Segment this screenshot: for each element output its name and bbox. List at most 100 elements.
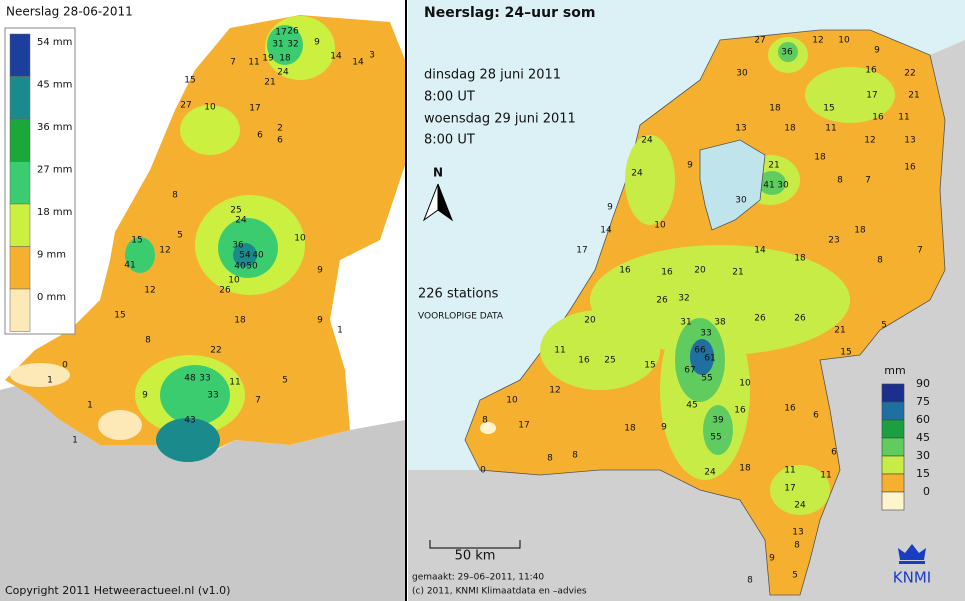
station-value: 24: [631, 169, 643, 179]
legend-label: 90: [916, 377, 930, 390]
station-value: 26: [219, 286, 231, 296]
station-value: 17: [249, 104, 260, 114]
station-value: 22: [210, 346, 221, 356]
station-value: 17: [275, 28, 286, 38]
station-value: 25: [604, 356, 615, 366]
station-value: 8: [547, 454, 553, 464]
grey-land: [0, 380, 405, 601]
station-value: 31: [680, 318, 691, 328]
rain-area: [267, 25, 303, 65]
station-value: 24: [704, 468, 716, 478]
legend-swatch: [9, 76, 31, 120]
legend-swatch: [881, 419, 905, 439]
crown: [898, 544, 926, 560]
rain-area: [703, 405, 733, 455]
station-value: 54: [239, 251, 251, 261]
legend-label: 36 mm: [37, 122, 72, 133]
station-value: 18: [624, 424, 636, 434]
legend-swatch: [9, 203, 31, 247]
station-value: 11: [229, 378, 240, 388]
rain-area: [233, 243, 257, 267]
station-value: 11: [248, 58, 259, 68]
made-date: gemaakt: 29–06–2011, 11:40: [412, 573, 544, 583]
station-value: 10: [294, 234, 306, 244]
crown-base: [899, 561, 925, 564]
legend: 90 75 60 45 30 15 0: [881, 377, 930, 511]
legend-swatch: [881, 383, 905, 403]
right-map: Neerslag: 24–uur som dinsdag 28 juni 201…: [408, 0, 965, 601]
station-value: 1: [87, 401, 93, 411]
legend: 54 mm 45 mm 36 mm 27 mm 18 mm 9 mm 0 mm: [9, 33, 72, 332]
station-value: 16: [578, 356, 590, 366]
station-value: 50: [246, 262, 258, 272]
legend-label: 18 mm: [37, 207, 72, 218]
north-arrow: [437, 183, 454, 222]
station-value: 6: [813, 411, 819, 421]
station-value: 31: [272, 40, 283, 50]
legend-label: 45 mm: [37, 80, 72, 91]
station-value: 8: [145, 336, 151, 346]
station-value: 9: [317, 316, 323, 326]
station-value: 1: [337, 326, 343, 336]
station-value: 21: [768, 161, 779, 171]
station-value: 11: [784, 466, 795, 476]
legend-label: 30: [916, 449, 930, 462]
stations: 36 27 12 10 9 30 16 22 17 21 18 15 16 11 13 18 11 12 13 21 4…: [480, 36, 923, 586]
station-value: 22: [904, 69, 915, 79]
sea: [408, 0, 965, 470]
legend-swatch: [881, 491, 905, 511]
station-value: 16: [619, 266, 631, 276]
station-value: 9: [874, 46, 880, 56]
station-value: 18: [814, 153, 826, 163]
rain-area: [180, 105, 240, 155]
station-value: 30: [777, 181, 789, 191]
station-value: 1: [72, 436, 78, 446]
period-line: woensdag 29 juni 2011: [424, 112, 576, 127]
station-value: 27: [754, 36, 765, 46]
station-value: 8: [572, 451, 578, 461]
rain-area: [625, 135, 675, 225]
station-value: 9: [687, 161, 693, 171]
status: VOORLOPIGE DATA: [418, 312, 504, 322]
station-value: 15: [114, 311, 125, 321]
station-value: 27: [180, 101, 191, 111]
station-value: 7: [230, 58, 236, 68]
station-value: 15: [184, 76, 195, 86]
dry-area: [10, 363, 70, 387]
title: Neerslag 28-06-2011: [6, 5, 133, 19]
station-value: 14: [352, 58, 364, 68]
station-value: 11: [898, 113, 909, 123]
station-value: 15: [840, 348, 851, 358]
station-value: 24: [235, 216, 247, 226]
station-value: 1: [47, 376, 53, 386]
station-value: 9: [769, 554, 775, 564]
station-value: 8: [837, 176, 843, 186]
station-value: 18: [769, 104, 781, 114]
station-value: 61: [704, 354, 715, 364]
station-value: 67: [684, 366, 695, 376]
station-value: 18: [854, 226, 866, 236]
legend-swatch: [881, 437, 905, 457]
station-value: 15: [644, 361, 655, 371]
station-value: 8: [172, 191, 178, 201]
station-value: 32: [678, 294, 689, 304]
station-value: 8: [794, 541, 800, 551]
station-value: 20: [694, 266, 706, 276]
station-value: 16: [904, 163, 916, 173]
station-value: 9: [607, 203, 613, 213]
station-value: 11: [820, 471, 831, 481]
station-value: 8: [877, 256, 883, 266]
station-value: 30: [736, 69, 748, 79]
station-value: 26: [287, 27, 299, 37]
station-value: 41: [124, 261, 135, 271]
station-value: 55: [701, 374, 712, 384]
dry-area: [480, 422, 496, 434]
station-value: 21: [908, 91, 919, 101]
station-value: 12: [144, 286, 155, 296]
station-value: 24: [794, 501, 806, 511]
station-value: 12: [549, 386, 560, 396]
station-value: 3: [369, 51, 375, 61]
rain-area: [770, 465, 830, 515]
station-value: 21: [834, 326, 845, 336]
